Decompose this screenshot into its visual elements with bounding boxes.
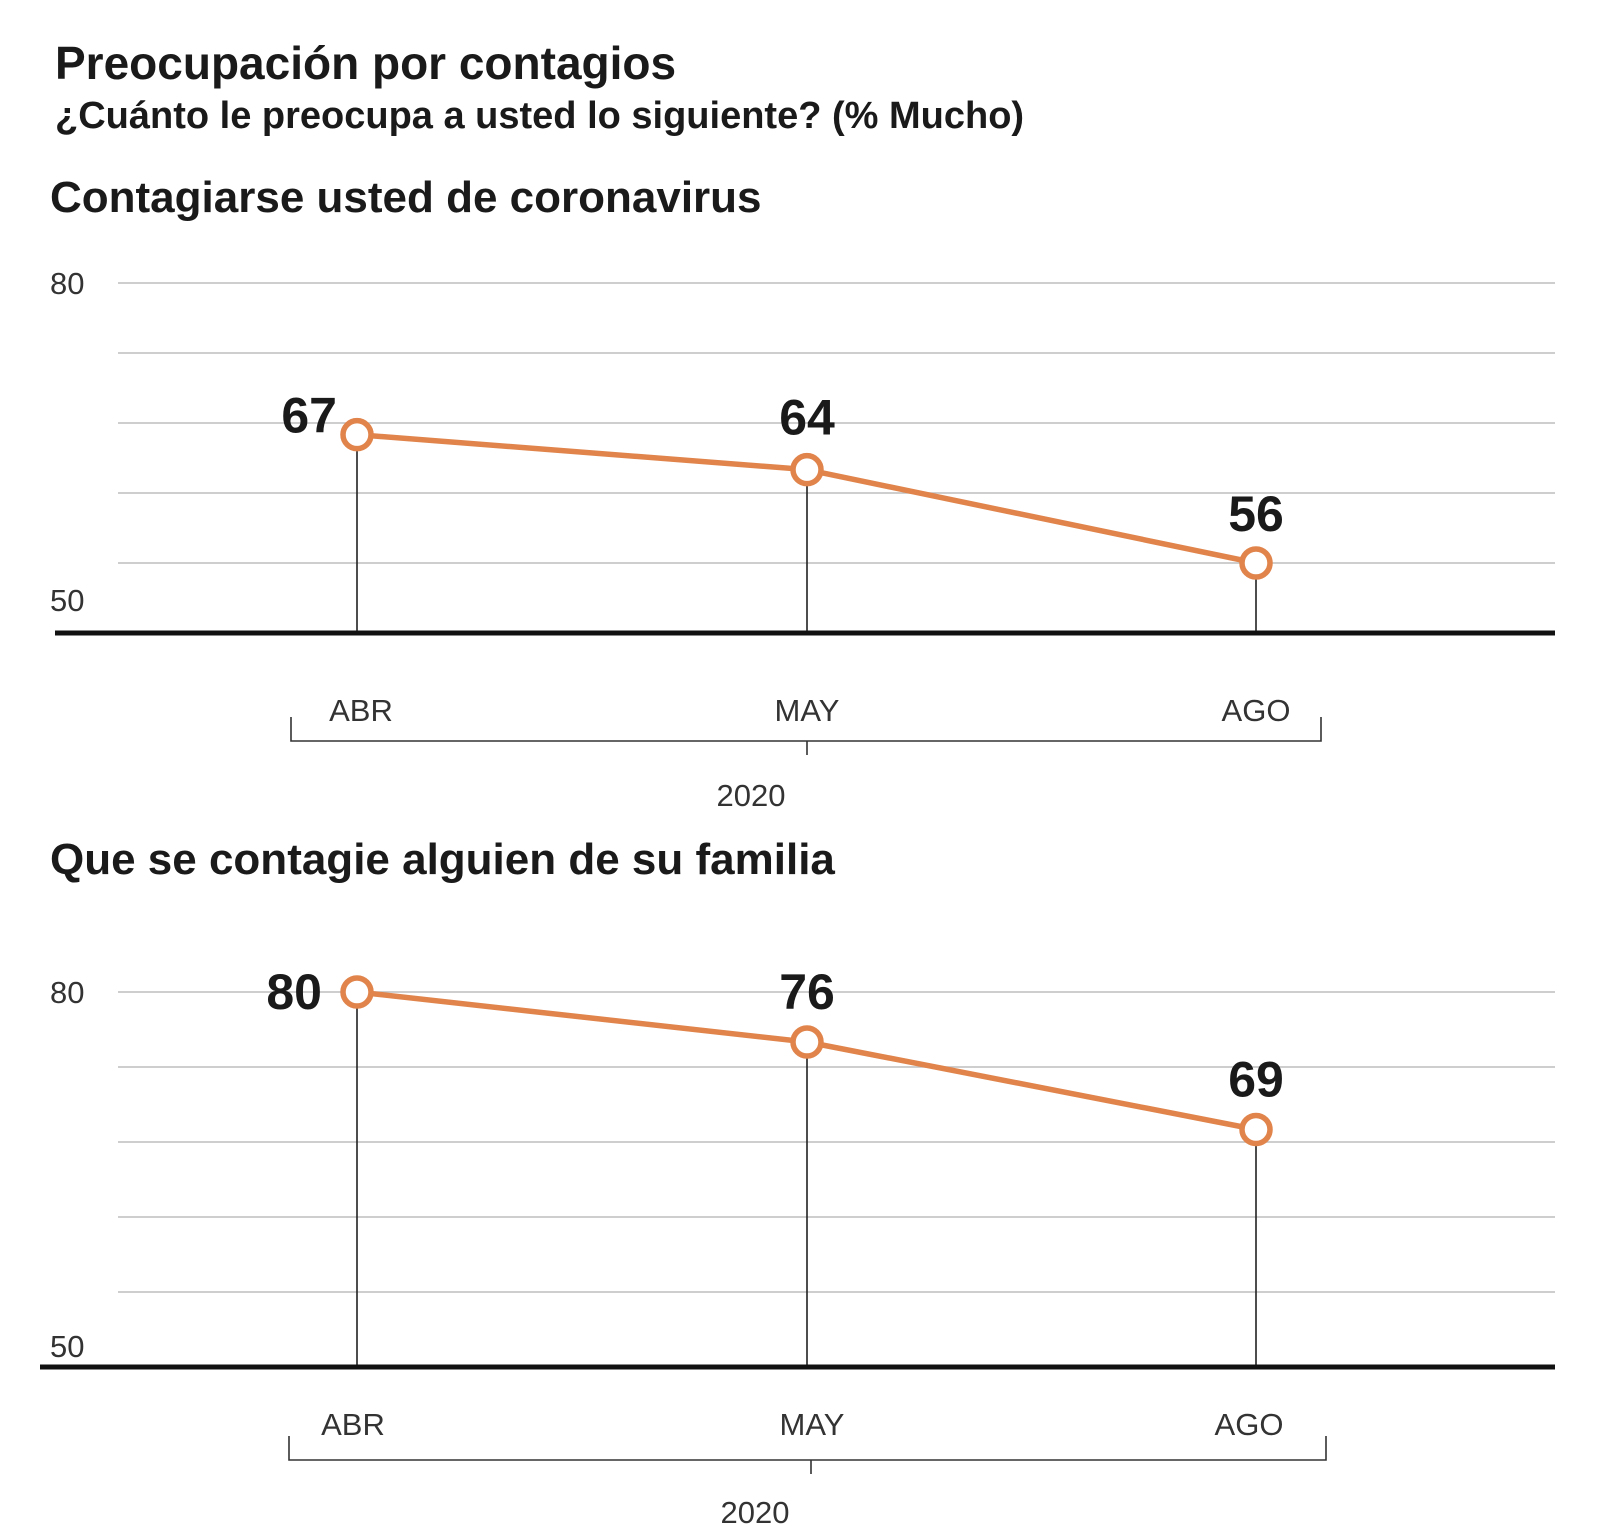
chart-subtitle: ¿Cuánto le preocupa a usted lo siguiente…	[55, 95, 1025, 137]
chart-panel-familia: Que se contagie alguien de su familia 80 5…	[40, 840, 1555, 1530]
y-tick-label: 50	[50, 583, 84, 618]
y-tick-label: 80	[50, 975, 84, 1010]
data-point-marker	[790, 1025, 824, 1059]
data-label: 76	[779, 964, 835, 1020]
y-tick-label: 50	[50, 1329, 84, 1364]
data-label: 67	[281, 388, 337, 444]
panel-title: Contagiarse usted de coronavirus	[50, 173, 762, 222]
y-tick-label: 80	[50, 266, 84, 301]
data-label: 64	[779, 390, 835, 446]
chart-title: Preocupación por contagios	[55, 37, 677, 89]
data-label: 56	[1228, 486, 1284, 542]
data-label: 80	[266, 964, 322, 1020]
year-bracket	[288, 1436, 1327, 1474]
chart-panel-contagiarse: Contagiarse usted de coronavirus 80 50 67 64…	[50, 173, 1555, 813]
year-label: 2020	[721, 1495, 790, 1530]
data-label: 69	[1228, 1052, 1284, 1108]
panel-title: Que se contagie alguien de su familia	[50, 840, 835, 884]
x-tick-label: AGO	[1215, 1407, 1284, 1442]
data-point-marker	[340, 417, 374, 452]
data-point-marker	[340, 975, 374, 1009]
data-point-marker	[1239, 546, 1273, 580]
x-tick-label: ABR	[321, 1407, 385, 1442]
x-tick-label: ABR	[329, 693, 393, 728]
year-bracket	[290, 717, 1322, 755]
data-point-marker	[790, 452, 824, 487]
year-label: 2020	[717, 778, 786, 813]
x-tick-label: MAY	[775, 693, 840, 728]
x-tick-label: AGO	[1222, 693, 1291, 728]
data-point-marker	[1239, 1112, 1273, 1147]
x-tick-label: MAY	[780, 1407, 845, 1442]
